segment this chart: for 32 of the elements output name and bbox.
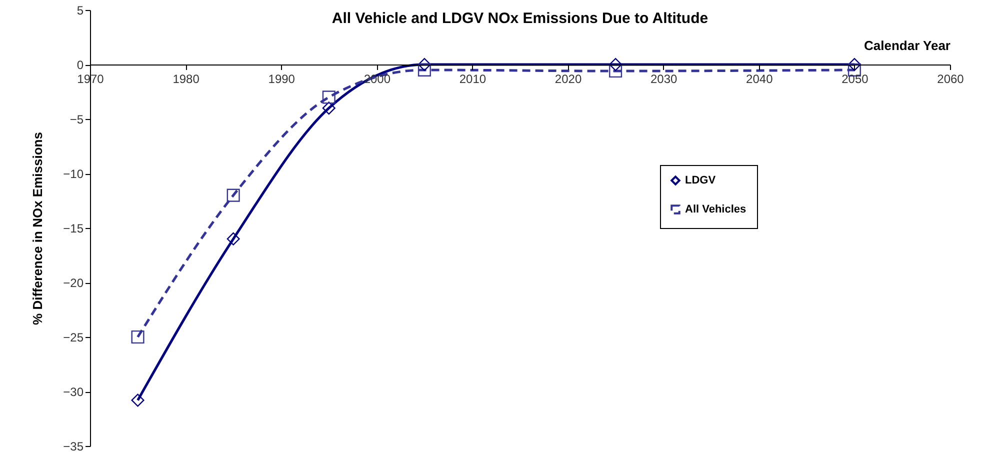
point bbox=[226, 188, 240, 202]
x-tick-label: 1990 bbox=[268, 72, 296, 86]
x-tick-label: 2010 bbox=[459, 72, 486, 86]
y-tick-label: −10 bbox=[63, 167, 84, 181]
y-tick-label: −25 bbox=[63, 330, 84, 344]
point bbox=[418, 63, 431, 76]
point bbox=[848, 58, 861, 72]
legend-label: LDGV bbox=[685, 174, 716, 186]
point bbox=[131, 394, 144, 407]
x-tick-label: 1980 bbox=[172, 72, 200, 86]
point bbox=[609, 58, 622, 72]
y-tick-label: −5 bbox=[70, 112, 84, 126]
legend-label: All Vehicles bbox=[685, 204, 746, 216]
y-tick-label: −15 bbox=[63, 222, 84, 236]
y-axis-title: % Difference in NOx Emissions bbox=[30, 132, 46, 325]
x-tick-label: 2040 bbox=[746, 72, 774, 86]
y-tick-label: −30 bbox=[63, 385, 84, 399]
y-tick-label: −20 bbox=[63, 276, 84, 290]
point bbox=[131, 330, 144, 344]
y-tick-label: −35 bbox=[63, 440, 84, 454]
x-tick-label: 2030 bbox=[650, 72, 678, 86]
x-tick-label: 2020 bbox=[554, 72, 582, 86]
x-tick-label: 2060 bbox=[937, 72, 964, 86]
point bbox=[226, 232, 240, 246]
y-tick-label: 0 bbox=[76, 58, 84, 72]
chart-title: All Vehicle and LDGV NOx Emissions Due to Altitude bbox=[332, 10, 708, 27]
point bbox=[322, 102, 336, 115]
x-tick-label: 2050 bbox=[842, 72, 869, 86]
point bbox=[418, 58, 431, 72]
y-tick-label: 5 bbox=[76, 4, 84, 18]
x-axis-title: Calendar Year bbox=[864, 38, 950, 53]
point bbox=[322, 90, 336, 104]
